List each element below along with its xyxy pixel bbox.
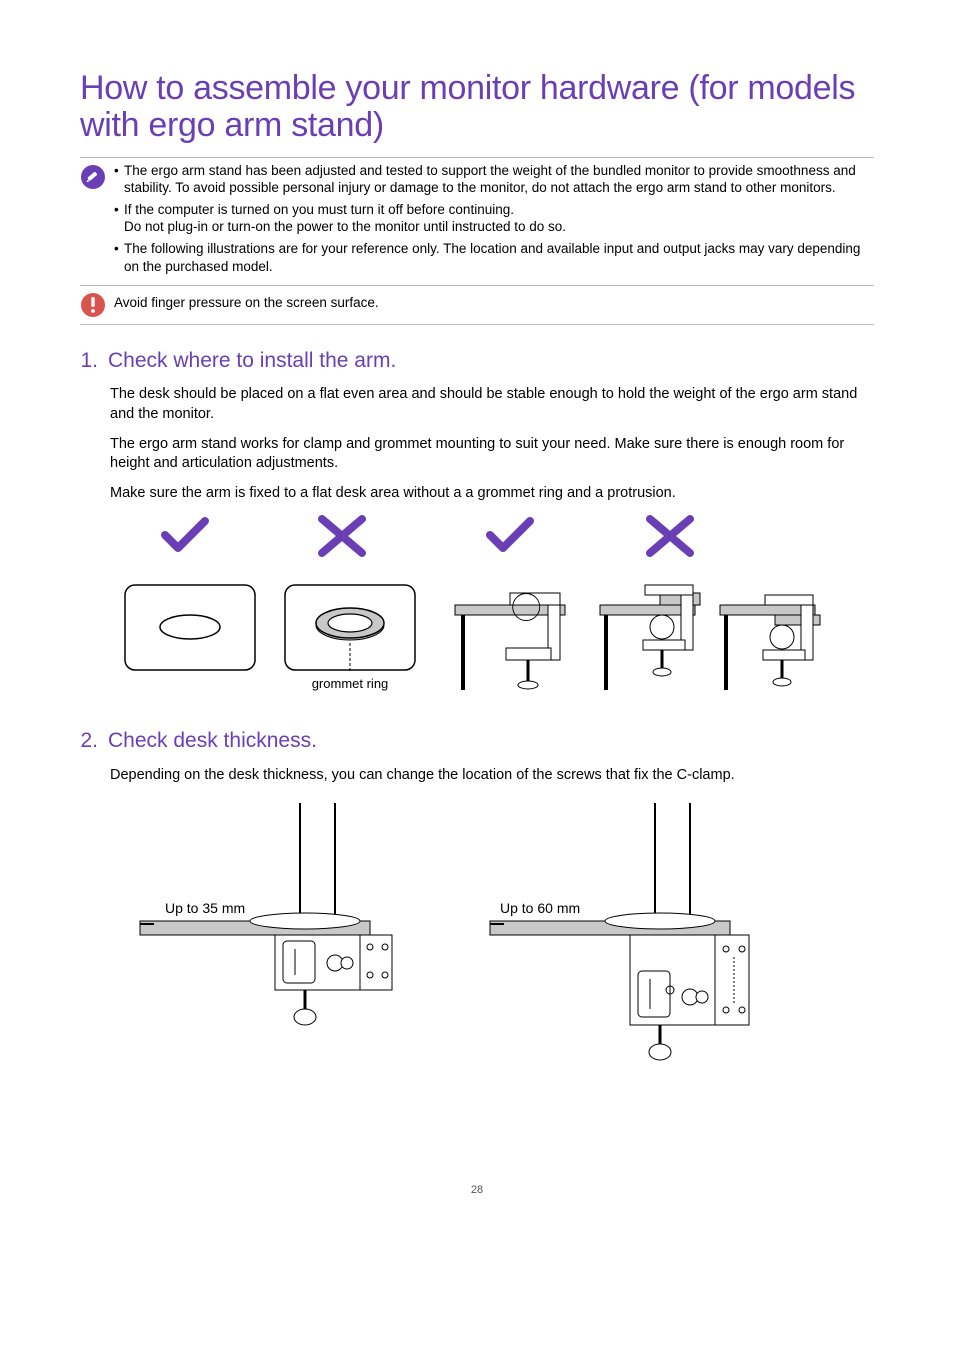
- step2-title: Check desk thickness.: [108, 727, 317, 755]
- note-item: If the computer is turned on you must tu…: [114, 201, 874, 236]
- page-number: 28: [80, 1183, 874, 1198]
- pencil-icon: [80, 164, 106, 190]
- step1-title: Check where to install the arm.: [108, 347, 396, 375]
- svg-text:Up to 35 mm: Up to 35 mm: [165, 900, 245, 916]
- warning-block: Avoid finger pressure on the screen surf…: [80, 286, 874, 325]
- note-item: The ergo arm stand has been adjusted and…: [114, 162, 874, 197]
- svg-text:Up to 60 mm: Up to 60 mm: [500, 900, 580, 916]
- page-title: How to assemble your monitor hardware (f…: [80, 70, 874, 145]
- warning-text: Avoid finger pressure on the screen surf…: [114, 290, 874, 312]
- step1-p1: The desk should be placed on a flat even…: [110, 385, 874, 424]
- install-diagram: grommet ring: [110, 515, 874, 705]
- note-item: The following illustrations are for your…: [114, 240, 874, 275]
- step1-body: The desk should be placed on a flat even…: [80, 385, 874, 503]
- step1-p2: The ergo arm stand works for clamp and g…: [110, 435, 874, 474]
- step2-heading: 2. Check desk thickness.: [80, 727, 874, 755]
- step1-p3: Make sure the arm is fixed to a flat des…: [110, 484, 874, 504]
- step1-num: 1.: [80, 347, 98, 375]
- note-body: The ergo arm stand has been adjusted and…: [114, 162, 874, 279]
- step1-heading: 1. Check where to install the arm.: [80, 347, 874, 375]
- step2-num: 2.: [80, 727, 98, 755]
- thickness-diagram: Up to 35 mm Up to 6: [110, 803, 874, 1063]
- grommet-label: grommet ring: [312, 676, 389, 691]
- note-block: The ergo arm stand has been adjusted and…: [80, 157, 874, 286]
- alert-icon: [80, 292, 106, 318]
- step2-body: Depending on the desk thickness, you can…: [80, 766, 874, 786]
- step2-p1: Depending on the desk thickness, you can…: [110, 766, 874, 786]
